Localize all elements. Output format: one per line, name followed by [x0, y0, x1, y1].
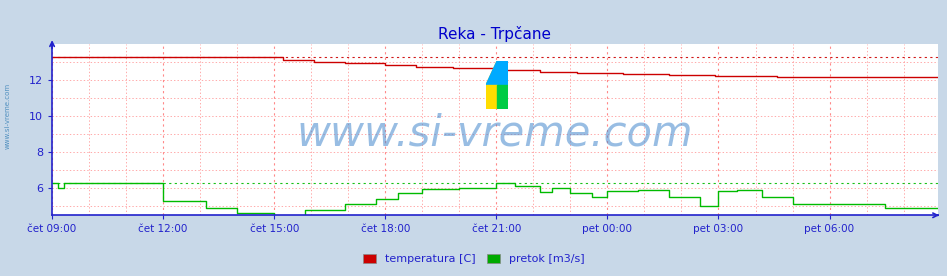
Legend: temperatura [C], pretok [m3/s]: temperatura [C], pretok [m3/s] [359, 251, 588, 268]
Title: Reka - Trpčane: Reka - Trpčane [438, 26, 551, 42]
Text: www.si-vreme.com: www.si-vreme.com [5, 83, 10, 149]
Text: www.si-vreme.com: www.si-vreme.com [296, 112, 693, 154]
